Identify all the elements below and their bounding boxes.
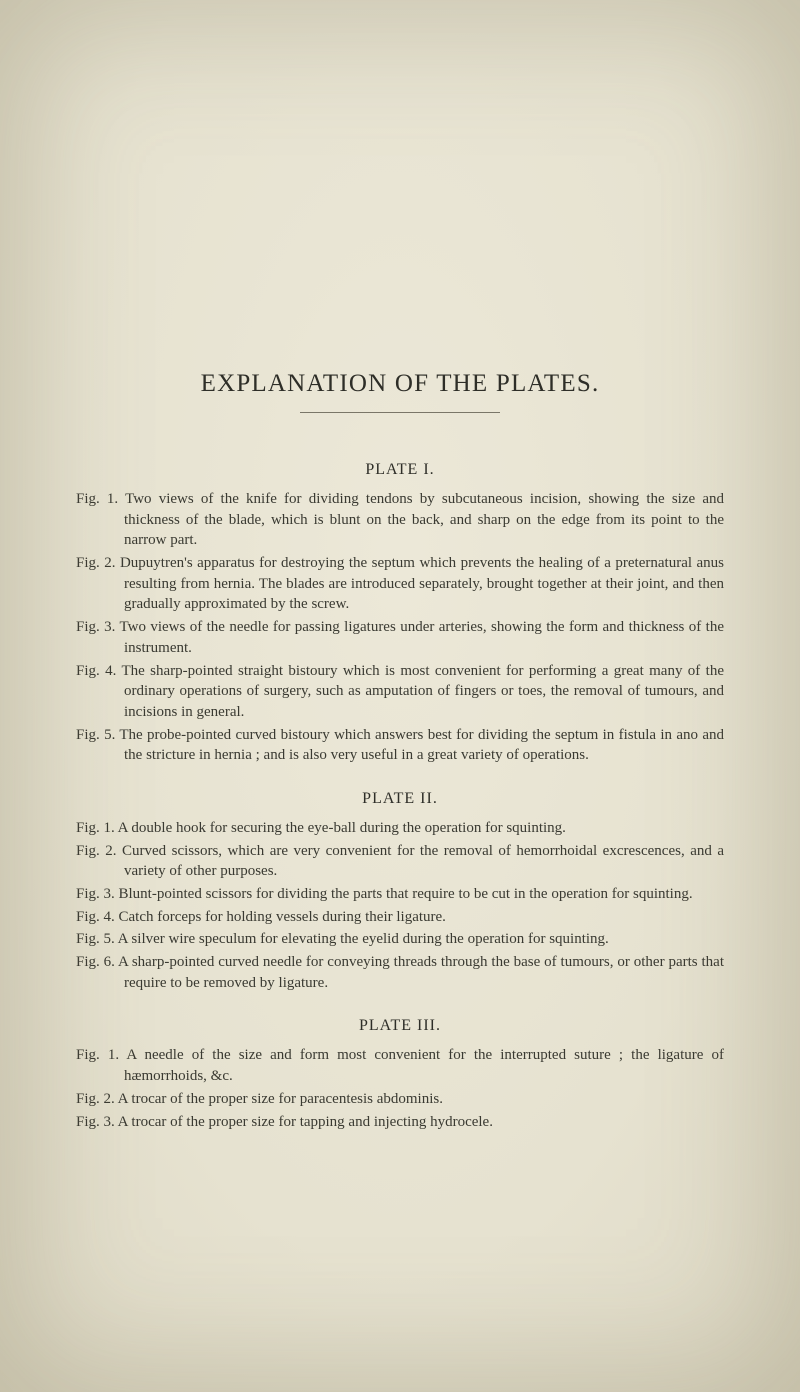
figure-entry: Fig. 4. The sharp-pointed straight bisto…	[76, 661, 724, 723]
figure-entry: Fig. 1. A double hook for securing the e…	[76, 818, 724, 839]
plate-heading: PLATE III.	[76, 1017, 724, 1035]
figure-entry: Fig. 5. A silver wire speculum for eleva…	[76, 929, 724, 950]
scanned-page: EXPLANATION OF THE PLATES. PLATE I. Fig.…	[0, 0, 800, 1392]
plate-heading: PLATE II.	[76, 790, 724, 808]
figure-entry: Fig. 1. A needle of the size and form mo…	[76, 1045, 724, 1086]
figure-entry: Fig. 3. A trocar of the proper size for …	[76, 1112, 724, 1133]
figure-entry: Fig. 1. Two views of the knife for divid…	[76, 489, 724, 551]
figure-entry: Fig. 6. A sharp-pointed curved needle fo…	[76, 952, 724, 993]
figure-entry: Fig. 4. Catch forceps for holding vessel…	[76, 907, 724, 928]
figure-entry: Fig. 3. Two views of the needle for pass…	[76, 617, 724, 658]
figure-entry: Fig. 2. Curved scissors, which are very …	[76, 841, 724, 882]
figure-entry: Fig. 3. Blunt-pointed scissors for divid…	[76, 884, 724, 905]
figure-entry: Fig. 2. A trocar of the proper size for …	[76, 1089, 724, 1110]
page-content: EXPLANATION OF THE PLATES. PLATE I. Fig.…	[0, 0, 800, 1174]
title-rule	[300, 412, 500, 413]
plate-heading: PLATE I.	[76, 461, 724, 479]
main-title: EXPLANATION OF THE PLATES.	[76, 370, 724, 398]
figure-entry: Fig. 5. The probe-pointed curved bistour…	[76, 725, 724, 766]
figure-entry: Fig. 2. Dupuytren's apparatus for destro…	[76, 553, 724, 615]
